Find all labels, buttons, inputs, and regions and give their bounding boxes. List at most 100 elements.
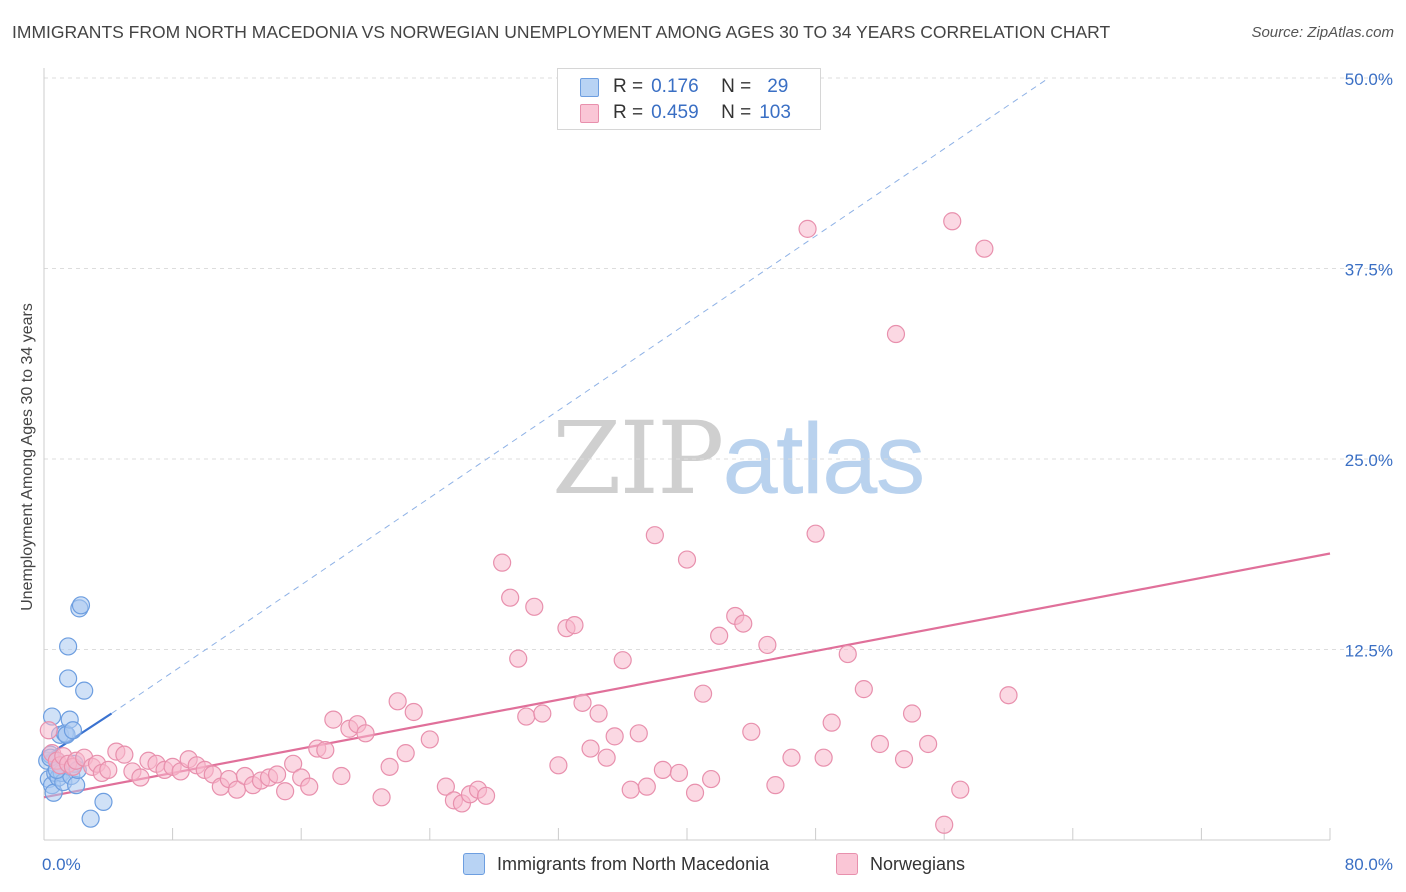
point-norwegians	[886, 324, 906, 344]
point-norwegians	[276, 782, 295, 801]
x-tick-label: 80.0%	[1345, 855, 1393, 874]
point-norwegians	[943, 212, 962, 231]
point-norwegians	[935, 815, 954, 834]
point-norwegians	[99, 760, 118, 779]
stats-swatch-pink	[580, 103, 599, 123]
stats-r-label: R =	[613, 76, 644, 97]
point-norwegians	[380, 757, 399, 776]
point-norwegians	[388, 692, 407, 711]
point-norwegians	[653, 760, 672, 779]
stats-r-value: 0.459	[651, 102, 699, 123]
stats-r-value: 0.176	[651, 76, 699, 97]
point-norwegians	[758, 635, 777, 655]
point-norwegians	[372, 788, 391, 807]
point-norwegians	[533, 704, 552, 723]
stats-row-norwegians: R = 0.459 N = 103	[580, 101, 791, 125]
point-norwegians	[509, 649, 528, 668]
point-norwegians	[710, 626, 729, 645]
source-label: Source: ZipAtlas.com	[1251, 24, 1394, 41]
point-north-macedonia	[59, 669, 78, 688]
point-norwegians	[476, 786, 496, 805]
point-norwegians	[742, 722, 761, 741]
point-norwegians	[420, 730, 439, 749]
point-norwegians	[605, 727, 624, 746]
point-norwegians	[645, 526, 664, 545]
point-norwegians	[396, 744, 415, 763]
point-norwegians	[766, 776, 785, 795]
point-norwegians	[894, 750, 914, 769]
point-norwegians	[919, 734, 938, 754]
grid-lines	[44, 77, 1394, 650]
point-norwegians	[870, 734, 890, 754]
point-norwegians	[316, 740, 335, 760]
point-north-macedonia	[81, 809, 100, 828]
stats-n-label: N =	[721, 102, 752, 123]
point-norwegians	[613, 651, 632, 670]
point-norwegians	[565, 616, 584, 635]
point-north-macedonia	[94, 792, 113, 812]
legend-label: Norwegians	[870, 853, 966, 874]
point-norwegians	[115, 745, 134, 764]
stats-n-label: N =	[721, 76, 752, 97]
y-tick-label: 12.5%	[1345, 642, 1393, 661]
y-tick-label: 25.0%	[1345, 451, 1393, 470]
trend-extension-north-macedonia	[111, 77, 1049, 714]
point-norwegians	[517, 707, 536, 726]
point-norwegians	[621, 780, 640, 799]
point-norwegians	[267, 765, 287, 784]
point-norwegians	[999, 686, 1018, 705]
point-norwegians	[822, 713, 841, 732]
point-norwegians	[589, 704, 608, 723]
axes	[43, 68, 1331, 841]
point-norwegians	[39, 721, 58, 740]
point-north-macedonia	[59, 637, 78, 656]
point-norwegians	[436, 777, 455, 796]
point-norwegians	[324, 710, 343, 729]
point-north-macedonia	[75, 681, 94, 700]
point-north-macedonia	[71, 596, 91, 615]
point-norwegians	[637, 777, 656, 796]
stats-swatch-blue	[580, 77, 599, 97]
point-norwegians	[581, 739, 600, 758]
point-norwegians	[854, 680, 873, 699]
legend-swatch-blue	[463, 853, 485, 875]
point-norwegians	[951, 780, 970, 799]
legend-item-norwegians[interactable]: Norwegians	[836, 852, 965, 876]
x-tick-label: 0.0%	[42, 855, 81, 874]
point-norwegians	[814, 748, 833, 767]
point-norwegians	[525, 597, 544, 616]
y-tick-label: 50.0%	[1345, 70, 1393, 89]
y-tick-label: 37.5%	[1345, 261, 1393, 280]
point-norwegians	[501, 588, 520, 607]
point-norwegians	[806, 524, 825, 543]
stats-row-north-macedonia: R = 0.176 N = 29	[580, 75, 788, 99]
point-norwegians	[356, 724, 375, 743]
point-norwegians	[404, 702, 423, 722]
point-norwegians	[782, 748, 801, 767]
stats-box: R = 0.176 N = 29 R = 0.459 N = 103	[557, 68, 821, 130]
point-norwegians	[629, 724, 648, 743]
point-norwegians	[798, 219, 817, 238]
stats-n-value: 29	[767, 76, 789, 97]
trend-lines	[43, 77, 1331, 799]
point-norwegians	[669, 763, 689, 783]
tick-labels: 12.5% 25.0% 37.5% 50.0% 0.0% 80.0%	[42, 70, 1393, 874]
point-norwegians	[838, 644, 857, 664]
legend-label: Immigrants from North Macedonia	[497, 853, 770, 874]
point-norwegians	[902, 704, 922, 723]
chart-title: IMMIGRANTS FROM NORTH MACEDONIA VS NORWE…	[12, 22, 1111, 42]
point-norwegians	[300, 777, 319, 796]
legend-swatch-pink	[836, 853, 858, 875]
point-norwegians	[677, 550, 697, 569]
point-norwegians	[493, 553, 512, 572]
point-norwegians	[734, 614, 753, 633]
watermark: ZIPatlas	[552, 400, 926, 517]
point-norwegians	[131, 768, 150, 787]
point-norwegians	[284, 754, 303, 773]
point-norwegians	[332, 766, 351, 786]
stats-n-value: 103	[759, 102, 791, 123]
data-points	[38, 212, 1018, 834]
legend-item-north-macedonia[interactable]: Immigrants from North Macedonia	[463, 852, 769, 876]
trend-line-norwegians	[43, 552, 1331, 799]
